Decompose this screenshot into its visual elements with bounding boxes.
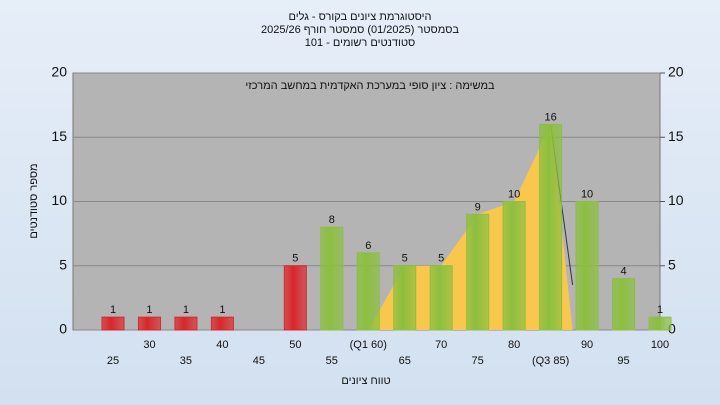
x-tick-label: 80 xyxy=(508,339,520,351)
x-tick-label: 70 xyxy=(435,339,447,351)
data-label: 1 xyxy=(657,304,663,316)
x-tick-label: 30 xyxy=(143,339,155,351)
y-tick-label: 15 xyxy=(51,128,67,144)
x-tick-label: 40 xyxy=(216,339,228,351)
x-tick-label: 95 xyxy=(617,355,629,367)
x-tick-label: 45 xyxy=(253,355,265,367)
bar xyxy=(539,123,563,331)
bar xyxy=(283,265,307,331)
chart-title: סטודנטים רשומים - 101 xyxy=(305,37,416,49)
bar xyxy=(502,201,526,331)
x-tick-label: (Q1 60) xyxy=(350,339,387,351)
bar xyxy=(575,201,599,331)
y-tick-label: 5 xyxy=(59,256,67,272)
y-axis-label: מספר סטודנטים xyxy=(28,163,40,238)
y2-tick-label: 15 xyxy=(668,128,684,144)
data-label: 8 xyxy=(329,214,335,226)
y-tick-label: 10 xyxy=(51,192,67,208)
y2-tick-label: 0 xyxy=(668,321,676,337)
x-tick-label: 25 xyxy=(107,355,119,367)
data-label: 6 xyxy=(365,240,371,252)
data-label: 10 xyxy=(508,188,520,200)
annotation: במשימה : ציון סופי במערכת האקדמית במחשב … xyxy=(245,80,495,92)
y2-tick-label: 10 xyxy=(668,192,684,208)
x-tick-label: 65 xyxy=(399,355,411,367)
x-tick-label: 90 xyxy=(581,339,593,351)
x-tick-label: 35 xyxy=(180,355,192,367)
y-tick-label: 20 xyxy=(51,64,67,80)
bar xyxy=(174,316,198,331)
x-axis-label: טווח ציונים xyxy=(341,375,390,387)
bar xyxy=(210,316,234,331)
data-label: 5 xyxy=(402,253,408,265)
data-label: 1 xyxy=(110,304,116,316)
x-tick-label: 75 xyxy=(472,355,484,367)
x-tick-label: 55 xyxy=(326,355,338,367)
x-tick-label: 50 xyxy=(289,339,301,351)
data-label: 5 xyxy=(292,253,298,265)
data-label: 9 xyxy=(475,201,481,213)
bar xyxy=(137,316,161,331)
y2-tick-label: 5 xyxy=(668,256,676,272)
bar xyxy=(101,316,125,331)
x-tick-label: 100 xyxy=(651,339,669,351)
data-label: 5 xyxy=(438,253,444,265)
x-tick-label: (Q3 85) xyxy=(532,355,569,367)
y2-tick-label: 20 xyxy=(668,64,684,80)
y-tick-label: 0 xyxy=(59,321,67,337)
data-label: 16 xyxy=(544,111,556,123)
bar xyxy=(356,252,380,331)
chart-title: בסמסטר (01/2025) סמסטר חורף 2025/26 xyxy=(261,24,459,36)
bar xyxy=(648,316,672,331)
bar xyxy=(393,265,417,331)
data-label: 1 xyxy=(219,304,225,316)
data-label: 4 xyxy=(620,266,626,278)
bar xyxy=(429,265,453,331)
bar xyxy=(466,213,490,331)
data-label: 10 xyxy=(581,188,593,200)
data-label: 1 xyxy=(146,304,152,316)
bar xyxy=(320,226,344,331)
bar xyxy=(612,278,636,331)
data-label: 1 xyxy=(183,304,189,316)
chart-title: היסטוגרמת ציונים בקורס - גלים xyxy=(288,10,431,23)
